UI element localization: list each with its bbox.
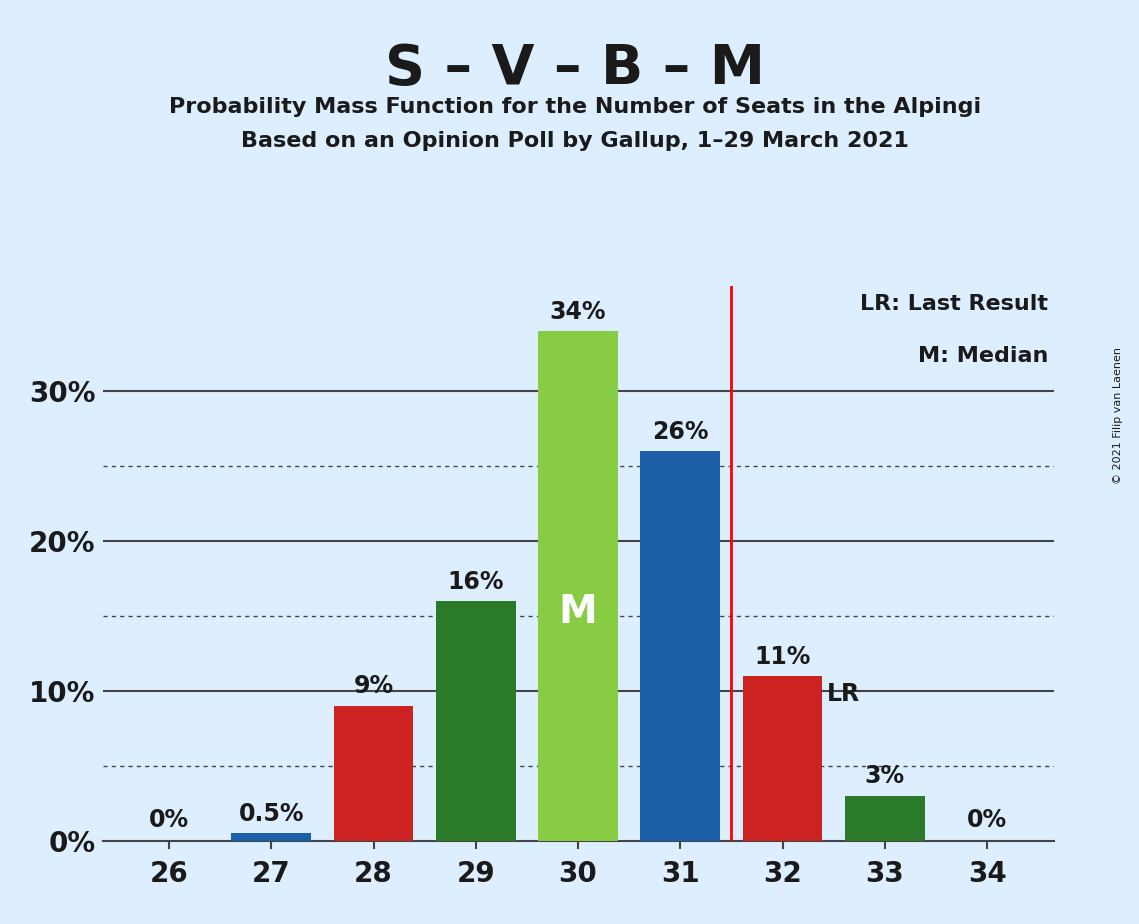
Text: 11%: 11%: [754, 645, 811, 669]
Text: M: M: [558, 592, 598, 630]
Text: 26%: 26%: [652, 419, 708, 444]
Bar: [538, 332, 618, 841]
Text: M: Median: M: Median: [918, 346, 1049, 367]
Bar: [231, 833, 311, 841]
Text: 9%: 9%: [353, 675, 394, 699]
Text: 34%: 34%: [550, 300, 606, 324]
Bar: [334, 706, 413, 841]
Bar: [845, 796, 925, 841]
Text: 3%: 3%: [865, 764, 904, 788]
Bar: [640, 451, 720, 841]
Text: LR: Last Result: LR: Last Result: [860, 294, 1049, 314]
Text: © 2021 Filip van Laenen: © 2021 Filip van Laenen: [1114, 347, 1123, 484]
Text: 0%: 0%: [967, 808, 1007, 832]
Text: S – V – B – M: S – V – B – M: [385, 42, 765, 95]
Text: 0.5%: 0.5%: [238, 802, 304, 826]
Text: LR: LR: [827, 682, 860, 706]
Bar: [436, 602, 516, 841]
Text: 0%: 0%: [149, 808, 189, 832]
Bar: [743, 676, 822, 841]
Text: 16%: 16%: [448, 569, 505, 593]
Text: Based on an Opinion Poll by Gallup, 1–29 March 2021: Based on an Opinion Poll by Gallup, 1–29…: [241, 131, 909, 152]
Text: Probability Mass Function for the Number of Seats in the Alpingi: Probability Mass Function for the Number…: [169, 97, 982, 117]
